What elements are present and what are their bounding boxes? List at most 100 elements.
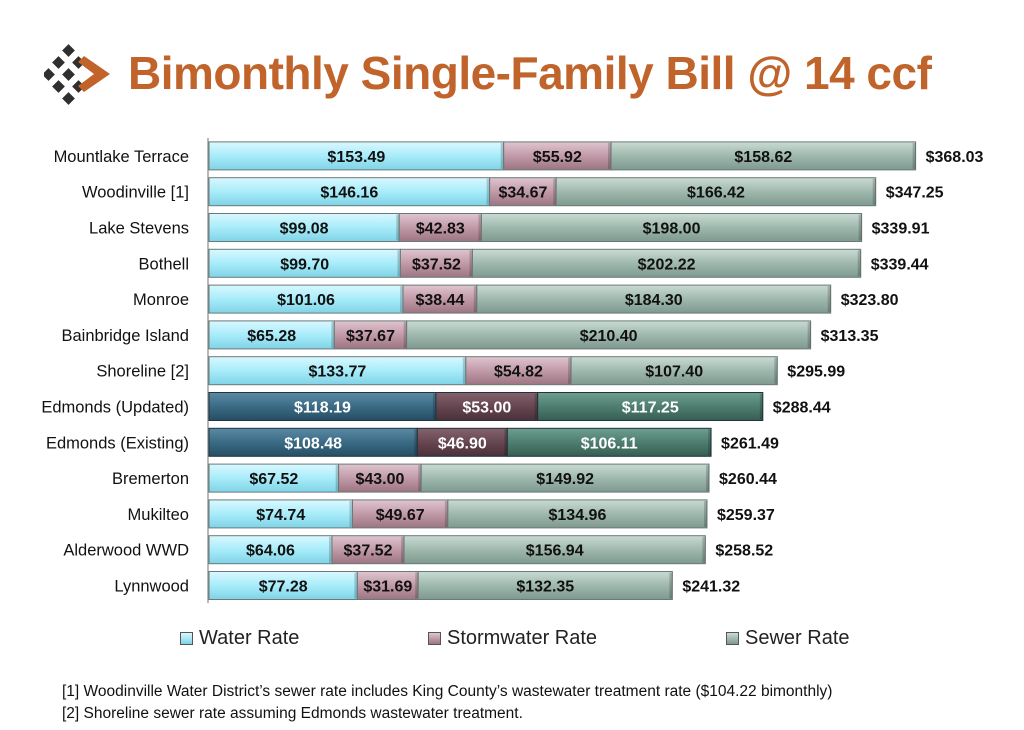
- bar-segment-edge: [759, 393, 763, 420]
- bar-segment-sewer: [406, 320, 812, 350]
- data-label-stormwater: $31.69: [363, 579, 412, 596]
- page-title: Bimonthly Single-Family Bill @ 14 ccf: [128, 47, 932, 99]
- bar-segment-edge: [553, 178, 557, 205]
- data-label-sewer: $117.25: [622, 400, 679, 417]
- bar-segment-edge: [418, 465, 422, 492]
- bar-segment-stormwater: [402, 284, 478, 314]
- legend-swatch-sewer: [726, 632, 739, 645]
- category-label: Shoreline [2]: [96, 363, 189, 381]
- category-label: Woodinville [1]: [82, 184, 189, 202]
- total-label: $259.37: [717, 507, 775, 524]
- legend-label-water: Water Rate: [199, 627, 300, 649]
- footnote-2: [2] Shoreline sewer rate assuming Edmond…: [62, 705, 523, 722]
- category-label: Mukilteo: [128, 506, 189, 524]
- data-label-stormwater: $37.52: [344, 543, 393, 560]
- category-label: Edmonds (Existing): [46, 434, 189, 452]
- bar-segment-edge: [706, 465, 710, 492]
- data-label-sewer: $106.11: [581, 435, 638, 452]
- bar-segment-water: [208, 356, 467, 386]
- bar-segment-water: [208, 284, 404, 314]
- bar-segment-edge: [486, 178, 490, 205]
- data-label-stormwater: $34.67: [498, 185, 547, 202]
- bar-segment-sewer: [447, 499, 708, 529]
- legend-label-stormwater: Stormwater Rate: [447, 627, 598, 649]
- bar-segment-water: [208, 427, 418, 457]
- bar-segment-edge: [414, 429, 418, 456]
- bar-segment-stormwater: [399, 248, 473, 278]
- data-label-stormwater: $46.90: [438, 435, 487, 452]
- bar-segment-stormwater: [333, 320, 408, 350]
- data-label-sewer: $132.35: [516, 579, 574, 596]
- category-label: Bainbridge Island: [61, 327, 189, 345]
- bar-segment-water: [208, 177, 491, 207]
- data-label-stormwater: $37.52: [412, 256, 461, 273]
- total-label: $339.91: [872, 221, 930, 238]
- data-label-sewer: $210.40: [580, 328, 638, 345]
- footnote-1: [1] Woodinville Water District’s sewer r…: [62, 683, 833, 700]
- legend-swatch-water: [180, 632, 193, 645]
- bar-row: Bainbridge Island $65.28 $37.67 $210.40 $313…: [61, 320, 879, 350]
- data-label-water: $99.70: [280, 256, 329, 273]
- bar-row: Lynnwood $77.28 $31.69 $132.35 $241.32: [114, 571, 740, 600]
- bar-row: Edmonds (Existing) $108.48 $46.90 $106.11 $2…: [46, 427, 779, 457]
- data-label-stormwater: $53.00: [462, 400, 511, 417]
- bar-segment-sewer: [476, 284, 832, 314]
- bar-segment-edge: [349, 500, 353, 527]
- total-label: $261.49: [721, 435, 779, 452]
- legend-item-sewer: Sewer Rate: [726, 627, 850, 650]
- bar-segment-water: [208, 463, 340, 493]
- bar-segment-edge: [912, 142, 916, 169]
- bar-segment-edge: [444, 500, 448, 527]
- data-label-stormwater: $55.92: [533, 149, 582, 166]
- bar-segment-sewer: [555, 177, 877, 207]
- bar-segment-edge: [500, 142, 504, 169]
- bar-segment-edge: [708, 429, 712, 456]
- bar-segment-edge: [608, 142, 612, 169]
- bar-row: Bothell $99.70 $37.52 $202.22 $339.44: [139, 248, 929, 278]
- bar-segment-sewer: [480, 213, 863, 242]
- bar-segment-water: [208, 213, 400, 242]
- data-label-water: $118.19: [294, 400, 351, 417]
- logo-diamond-icon: [44, 44, 110, 105]
- category-label: Mountlake Terrace: [54, 148, 189, 166]
- total-label: $323.80: [841, 292, 899, 309]
- data-label-water: $146.16: [320, 185, 378, 202]
- total-label: $295.99: [787, 364, 845, 381]
- bar-row: Alderwood WWD $64.06 $37.52 $156.94 $258.52: [63, 535, 773, 565]
- data-label-water: $67.52: [249, 471, 298, 488]
- bar-segment-edge: [872, 178, 876, 205]
- data-label-water: $99.08: [280, 221, 329, 238]
- bar-segment-edge: [774, 357, 778, 384]
- bar-segment-edge: [807, 321, 811, 348]
- bar-segment-edge: [396, 214, 400, 241]
- bar-segment-sewer: [506, 427, 712, 457]
- legend-swatch-stormwater: [428, 632, 441, 645]
- bar-segment-water: [208, 571, 358, 600]
- category-label: Lynnwood: [114, 578, 189, 596]
- bar-segment-edge: [703, 500, 707, 527]
- category-label: Bremerton: [112, 470, 189, 488]
- data-label-water: $101.06: [277, 292, 335, 309]
- data-label-sewer: $134.96: [549, 507, 607, 524]
- bar-segment-edge: [331, 321, 335, 348]
- bar-segment-stormwater: [503, 141, 612, 171]
- data-label-stormwater: $54.82: [494, 364, 543, 381]
- bar-segment-edge: [857, 250, 861, 277]
- bar-segment-sewer: [471, 248, 862, 278]
- data-label-sewer: $158.62: [734, 149, 792, 166]
- category-label: Edmonds (Updated): [41, 399, 189, 417]
- bar-segment-water: [208, 535, 333, 565]
- bar-segment-edge: [403, 321, 407, 348]
- data-label-stormwater: $43.00: [355, 471, 404, 488]
- bar-segment-sewer: [610, 141, 917, 171]
- data-label-sewer: $202.22: [638, 256, 696, 273]
- data-label-water: $133.77: [308, 364, 366, 381]
- bar-row: Woodinville [1] $146.16 $34.67 $166.42 $347.…: [82, 177, 944, 207]
- bar-segment-edge: [702, 536, 706, 563]
- total-label: $339.44: [871, 256, 929, 273]
- total-label: $288.44: [773, 400, 831, 417]
- data-label-sewer: $166.42: [687, 185, 745, 202]
- bar-segment-stormwater: [398, 213, 482, 242]
- bar-segment-stormwater: [465, 356, 572, 386]
- legend-item-stormwater: Stormwater Rate: [428, 627, 597, 650]
